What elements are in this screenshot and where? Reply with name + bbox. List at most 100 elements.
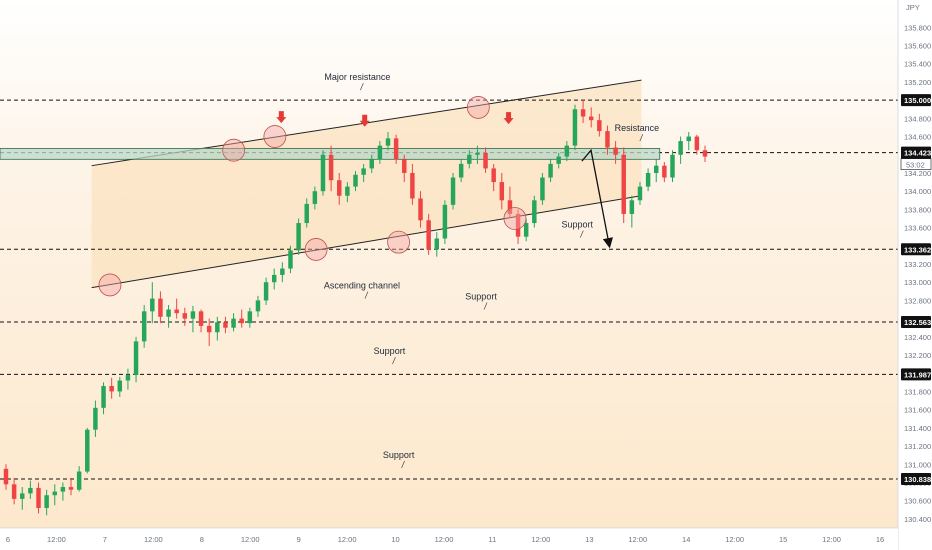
candle-body[interactable]	[198, 311, 204, 326]
candle-body[interactable]	[206, 325, 212, 333]
price-tick-label: 134.600	[904, 133, 931, 142]
candle-body[interactable]	[28, 487, 33, 494]
candle-body[interactable]	[320, 154, 326, 192]
candle-body[interactable]	[174, 309, 179, 314]
candle-body[interactable]	[686, 136, 691, 142]
candle-body[interactable]	[442, 204, 448, 239]
candle-body[interactable]	[653, 165, 659, 173]
candle-body[interactable]	[312, 191, 318, 204]
candle-body[interactable]	[280, 268, 285, 275]
candle-body[interactable]	[523, 223, 529, 237]
candle-body[interactable]	[548, 163, 553, 178]
price-tick-label: 134.000	[904, 187, 931, 196]
candle-body[interactable]	[109, 385, 114, 392]
candle-body[interactable]	[393, 138, 399, 160]
candle-body[interactable]	[556, 156, 561, 164]
candle-body[interactable]	[190, 311, 196, 319]
candle-body[interactable]	[418, 198, 423, 221]
candle-body[interactable]	[572, 109, 578, 146]
candle-body[interactable]	[532, 200, 537, 224]
candle-body[interactable]	[353, 174, 358, 187]
candle-body[interactable]	[93, 407, 98, 430]
candle-body[interactable]	[377, 145, 383, 160]
candle-body[interactable]	[702, 150, 708, 157]
price-tick-label: 131.200	[904, 442, 931, 451]
candle-body[interactable]	[328, 154, 334, 181]
candle-body[interactable]	[475, 152, 480, 155]
annotation-label[interactable]: Support	[374, 346, 406, 356]
candle-body[interactable]	[141, 311, 147, 342]
candle-body[interactable]	[637, 186, 643, 201]
candle-body[interactable]	[613, 147, 618, 155]
candle-body[interactable]	[158, 298, 163, 317]
candle-body[interactable]	[345, 186, 350, 196]
candle-body[interactable]	[125, 375, 131, 381]
candle-body[interactable]	[402, 159, 407, 173]
candle-body[interactable]	[540, 177, 545, 201]
candle-body[interactable]	[150, 298, 155, 312]
annotation-label[interactable]: Resistance	[615, 123, 660, 133]
candle-body[interactable]	[271, 274, 277, 283]
candle-body[interactable]	[20, 493, 25, 499]
candle-body[interactable]	[369, 159, 374, 169]
channel-lower-line[interactable]	[91, 195, 642, 289]
candle-body[interactable]	[36, 487, 41, 508]
candle-body[interactable]	[645, 172, 651, 187]
candle-body[interactable]	[223, 322, 228, 328]
candle-body[interactable]	[507, 200, 513, 214]
candle-body[interactable]	[182, 313, 188, 319]
candle-body[interactable]	[85, 429, 90, 472]
candle-body[interactable]	[564, 145, 570, 157]
candle-body[interactable]	[101, 385, 106, 408]
candle-body[interactable]	[255, 300, 261, 312]
candle-body[interactable]	[239, 318, 244, 324]
candle-body[interactable]	[580, 109, 586, 117]
candle-body[interactable]	[670, 154, 675, 178]
candle-body[interactable]	[694, 136, 700, 151]
projection-arrow[interactable]	[581, 148, 613, 249]
candle-body[interactable]	[426, 220, 431, 250]
candle-body[interactable]	[499, 182, 505, 201]
candle-body[interactable]	[288, 250, 293, 269]
candle-body[interactable]	[597, 120, 602, 132]
candle-body[interactable]	[491, 168, 496, 183]
candle-body[interactable]	[44, 495, 49, 508]
candle-body[interactable]	[483, 152, 488, 169]
candle-body[interactable]	[515, 213, 521, 237]
candle-body[interactable]	[296, 223, 301, 251]
candle-body[interactable]	[3, 468, 9, 485]
annotation-label[interactable]: Support	[383, 450, 415, 460]
candle-body[interactable]	[467, 154, 472, 164]
candle-body[interactable]	[11, 484, 17, 499]
candle-body[interactable]	[304, 203, 309, 224]
candle-body[interactable]	[385, 138, 391, 146]
candle-body[interactable]	[52, 491, 58, 496]
candle-body[interactable]	[361, 168, 366, 175]
candle-body[interactable]	[231, 318, 236, 328]
candle-body[interactable]	[247, 311, 253, 324]
candle-body[interactable]	[588, 116, 594, 121]
candle-body[interactable]	[117, 380, 123, 392]
candle-body[interactable]	[263, 282, 269, 301]
candle-body[interactable]	[605, 131, 610, 148]
candle-body[interactable]	[629, 200, 635, 214]
candle-body[interactable]	[434, 238, 440, 250]
candle-body[interactable]	[678, 141, 683, 155]
candle-body[interactable]	[60, 487, 66, 492]
candle-body[interactable]	[662, 165, 667, 178]
annotation-label[interactable]: Major resistance	[324, 72, 390, 82]
candle-body[interactable]	[621, 154, 626, 214]
candle-body[interactable]	[166, 309, 171, 317]
candle-body[interactable]	[133, 341, 139, 376]
annotation-label[interactable]: Support	[562, 220, 594, 230]
candle-body[interactable]	[450, 177, 456, 205]
candle-body[interactable]	[458, 163, 464, 178]
candle-body[interactable]	[215, 322, 220, 333]
candle-body[interactable]	[337, 180, 342, 196]
annotation-label[interactable]: Support	[465, 292, 497, 302]
candle-body[interactable]	[68, 487, 74, 490]
candle-body[interactable]	[76, 471, 82, 490]
candle-body[interactable]	[410, 172, 415, 199]
annotation-label[interactable]: Ascending channel	[324, 281, 400, 291]
